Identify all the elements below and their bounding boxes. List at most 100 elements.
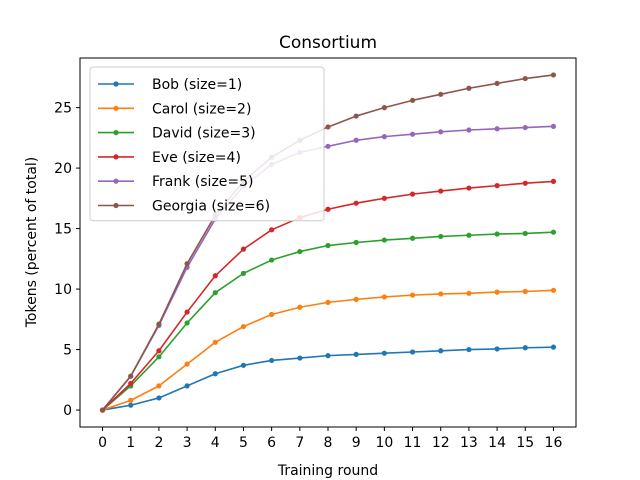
data-point-s5-8 xyxy=(325,124,331,130)
data-point-s0-5 xyxy=(240,362,247,368)
x-tick-label-3: 3 xyxy=(183,435,192,451)
data-point-s2-6 xyxy=(269,257,275,263)
legend-label-4: Frank (size=5) xyxy=(152,174,254,190)
y-tick-label-20: 20 xyxy=(54,161,72,177)
data-point-s3-10 xyxy=(381,195,387,201)
data-point-s1-12 xyxy=(438,291,444,297)
data-point-s4-10 xyxy=(381,134,387,140)
data-point-s2-9 xyxy=(353,239,359,246)
data-point-s0-15 xyxy=(522,345,528,351)
data-point-s1-2 xyxy=(156,383,162,389)
x-tick-label-16: 16 xyxy=(545,435,563,451)
data-point-s2-5 xyxy=(240,270,247,276)
data-point-s2-13 xyxy=(466,232,472,238)
data-point-s1-1 xyxy=(128,397,134,403)
legend-label-3: Eve (size=4) xyxy=(152,150,241,166)
data-point-s2-10 xyxy=(381,237,387,243)
y-tick-label-25: 25 xyxy=(54,101,72,117)
data-point-s1-11 xyxy=(409,292,416,298)
chart-title: Consortium xyxy=(279,33,377,53)
data-point-s2-3 xyxy=(184,320,190,326)
x-tick-label-6: 6 xyxy=(267,435,276,451)
data-point-s0-4 xyxy=(212,371,218,377)
x-tick-label-4: 4 xyxy=(211,435,220,451)
x-tick-label-0: 0 xyxy=(98,435,107,451)
data-point-s3-8 xyxy=(325,206,331,212)
data-point-s3-15 xyxy=(522,180,528,186)
data-point-s1-3 xyxy=(184,361,190,367)
data-point-s5-3 xyxy=(184,261,190,267)
legend-box xyxy=(89,66,325,222)
y-axis-label: Tokens (percent of total) xyxy=(24,157,40,329)
data-point-s3-3 xyxy=(184,309,190,315)
data-point-s3-16 xyxy=(550,178,557,184)
legend-marker-3 xyxy=(113,154,119,160)
data-point-s0-6 xyxy=(269,357,275,364)
data-point-s1-5 xyxy=(240,323,247,330)
data-point-s2-11 xyxy=(409,235,416,241)
data-point-s3-12 xyxy=(438,188,444,194)
x-tick-label-9: 9 xyxy=(352,435,361,451)
data-point-s5-15 xyxy=(522,75,528,82)
data-point-s1-10 xyxy=(381,294,387,300)
data-point-s4-15 xyxy=(522,124,528,131)
data-point-s3-14 xyxy=(494,183,500,189)
data-point-s0-7 xyxy=(297,355,303,361)
legend-label-0: Bob (size=1) xyxy=(152,77,242,93)
data-point-s3-13 xyxy=(466,185,472,191)
data-point-s5-13 xyxy=(466,85,472,91)
data-point-s3-11 xyxy=(409,191,416,197)
data-point-s2-8 xyxy=(325,242,331,249)
data-point-s1-15 xyxy=(522,288,528,295)
data-point-s1-14 xyxy=(494,289,500,295)
data-point-s5-14 xyxy=(494,80,500,87)
data-point-s2-4 xyxy=(212,290,218,296)
data-point-s1-4 xyxy=(212,339,218,345)
data-point-s4-12 xyxy=(438,129,444,135)
data-point-s0-11 xyxy=(409,349,416,355)
data-point-s2-2 xyxy=(156,354,162,360)
data-point-s5-12 xyxy=(438,91,444,97)
x-tick-label-12: 12 xyxy=(432,435,450,451)
legend-marker-0 xyxy=(113,81,119,87)
legend-label-5: Georgia (size=6) xyxy=(152,199,270,215)
y-tick-label-0: 0 xyxy=(63,403,72,419)
data-point-s1-7 xyxy=(297,304,303,310)
legend-marker-1 xyxy=(113,105,119,111)
data-point-s0-9 xyxy=(353,351,359,358)
legend-marker-2 xyxy=(113,130,119,136)
data-point-s5-2 xyxy=(156,321,162,327)
data-point-s0-2 xyxy=(156,395,162,401)
data-point-s0-3 xyxy=(184,383,190,389)
data-point-s5-9 xyxy=(353,113,359,119)
data-point-s0-8 xyxy=(325,353,331,359)
x-tick-label-1: 1 xyxy=(126,435,135,451)
data-point-s2-16 xyxy=(550,229,557,235)
data-point-s0-13 xyxy=(466,346,472,353)
x-tick-label-14: 14 xyxy=(488,435,506,451)
y-tick-label-10: 10 xyxy=(54,282,72,298)
y-tick-label-5: 5 xyxy=(63,343,72,359)
x-axis-label: Training round xyxy=(277,463,378,479)
data-point-s0-10 xyxy=(381,350,387,356)
data-point-s2-12 xyxy=(438,233,444,240)
data-point-s4-13 xyxy=(466,127,472,133)
data-point-s4-8 xyxy=(325,143,331,149)
legend-label-1: Carol (size=2) xyxy=(152,101,251,117)
x-tick-label-2: 2 xyxy=(154,435,163,451)
x-tick-label-10: 10 xyxy=(375,435,393,451)
data-point-s2-14 xyxy=(494,231,500,237)
data-point-s3-2 xyxy=(156,348,162,354)
data-point-s4-14 xyxy=(494,126,500,132)
data-point-s5-1 xyxy=(128,373,134,379)
data-point-s3-6 xyxy=(269,227,275,233)
data-point-s0-1 xyxy=(128,402,134,408)
data-point-s5-16 xyxy=(550,72,557,78)
x-tick-label-15: 15 xyxy=(516,435,534,451)
data-point-s1-8 xyxy=(325,299,331,305)
data-point-s0-12 xyxy=(438,348,444,354)
data-point-s0-16 xyxy=(550,344,557,350)
